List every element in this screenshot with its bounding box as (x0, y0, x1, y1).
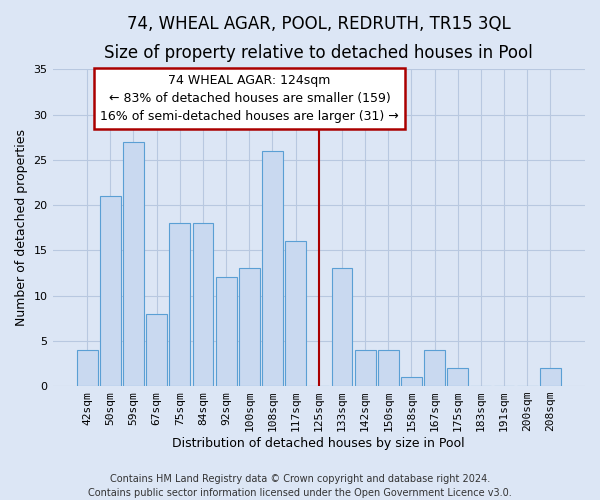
Bar (355, 350, 376, 386)
Bar (146, 314, 167, 386)
Bar (169, 223, 190, 386)
Bar (424, 350, 445, 386)
Bar (123, 142, 144, 386)
Bar (285, 242, 306, 386)
Bar (77, 350, 98, 386)
Title: 74, WHEAL AGAR, POOL, REDRUTH, TR15 3QL
Size of property relative to detached ho: 74, WHEAL AGAR, POOL, REDRUTH, TR15 3QL … (104, 15, 533, 62)
Bar (378, 350, 398, 386)
Text: Contains HM Land Registry data © Crown copyright and database right 2024.
Contai: Contains HM Land Registry data © Crown c… (88, 474, 512, 498)
Bar (216, 278, 236, 386)
Bar (262, 151, 283, 386)
Y-axis label: Number of detached properties: Number of detached properties (15, 129, 28, 326)
Bar (100, 196, 121, 386)
Bar (540, 368, 561, 386)
X-axis label: Distribution of detached houses by size in Pool: Distribution of detached houses by size … (172, 437, 465, 450)
Bar (332, 268, 352, 386)
Bar (448, 368, 468, 386)
Bar (401, 377, 422, 386)
Text: 74 WHEAL AGAR: 124sqm
← 83% of detached houses are smaller (159)
16% of semi-det: 74 WHEAL AGAR: 124sqm ← 83% of detached … (100, 74, 399, 123)
Bar (239, 268, 260, 386)
Bar (193, 223, 214, 386)
